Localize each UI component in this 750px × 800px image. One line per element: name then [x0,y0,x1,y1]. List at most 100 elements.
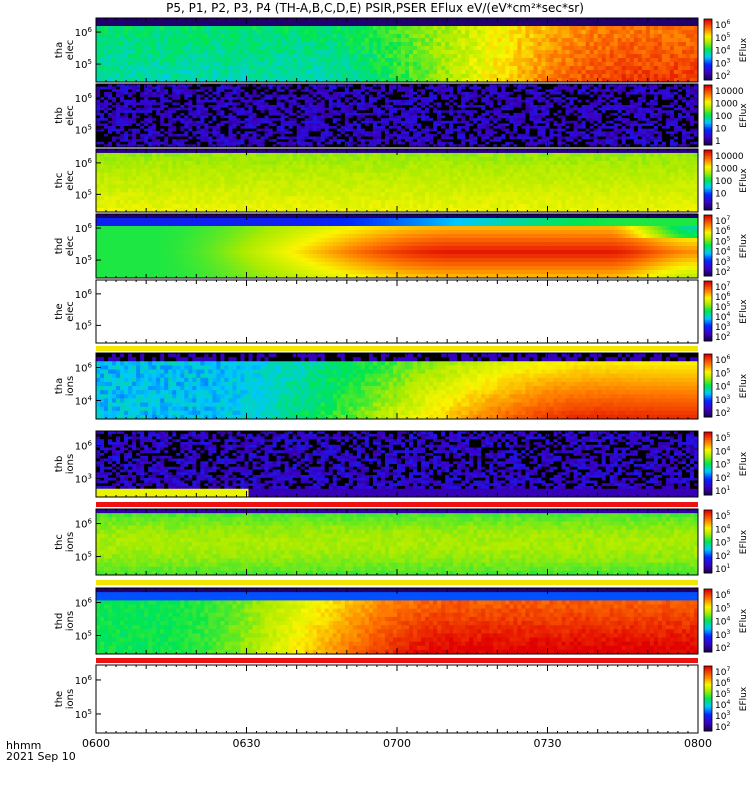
heatmap-cell [168,91,173,95]
heatmap-cell [132,26,137,31]
heatmap-cell [300,46,306,51]
heatmap-cell [100,120,105,124]
heatmap-cell [304,74,310,79]
heatmap-cell [429,126,434,130]
heatmap-cell [397,120,402,124]
heatmap-cell [340,54,346,59]
heatmap-cell [312,46,318,51]
heatmap-cell [284,131,290,135]
heatmap-cell [453,58,458,63]
heatmap-cell [465,118,470,122]
heatmap-cell [284,99,290,103]
heatmap-cell [625,30,631,35]
heatmap-cell [112,112,117,116]
heatmap-cell [312,38,318,43]
heatmap-cell [280,91,286,95]
heatmap-cell [296,131,302,135]
heatmap-cell [208,86,213,90]
heatmap-cell [340,136,346,140]
heatmap-cell [441,126,446,130]
heatmap-cell [653,22,659,27]
heatmap-cell [553,66,558,71]
heatmap-cell [308,133,314,137]
heatmap-cell [108,94,113,98]
heatmap-cell [449,115,454,119]
heatmap-cell [344,126,350,130]
heatmap-cell [521,58,526,63]
heatmap-cell [397,128,402,132]
heatmap-cell [549,34,554,39]
heatmap-cell [260,50,265,55]
heatmap-cell [320,18,326,23]
heatmap-cell [477,30,482,35]
heatmap-cell [589,26,595,31]
heatmap-cell [144,112,149,116]
heatmap-cell [180,97,185,101]
heatmap-cell [569,54,574,59]
heatmap-cell [296,128,302,132]
heatmap-cell [661,34,667,39]
heatmap-cell [176,133,181,137]
heatmap-cell [116,102,121,106]
heatmap-cell [665,22,671,27]
heatmap-cell [116,105,121,109]
heatmap-cell [100,133,105,137]
heatmap-cell [260,62,265,67]
heatmap-cell [252,34,257,39]
heatmap-cell [308,141,314,145]
heatmap-cell [144,126,149,130]
heatmap-cell [96,118,101,122]
heatmap-cell [268,70,273,75]
heatmap-cell [232,46,237,51]
heatmap-cell [124,58,129,63]
heatmap-cell [505,30,510,35]
heatmap-cell [352,97,358,101]
heatmap-cell [136,91,141,95]
heatmap-cell [108,131,113,135]
heatmap-cell [248,97,253,101]
heatmap-cell [128,144,133,148]
heatmap-cell [485,110,490,114]
heatmap-cell [669,54,675,59]
heatmap-cell [192,18,197,23]
heatmap-cell [364,105,370,109]
heatmap-cell [461,126,466,130]
heatmap-cell [124,26,129,31]
heatmap-cell [493,139,498,143]
heatmap-cell [433,110,438,114]
heatmap-cell [376,107,382,111]
heatmap-cell [192,34,197,39]
heatmap-cell [429,50,434,55]
heatmap-cell [461,74,466,79]
heatmap-cell [248,136,253,140]
heatmap-cell [437,62,442,67]
heatmap-cell [397,112,402,116]
heatmap-cell [200,105,205,109]
heatmap-cell [437,66,442,71]
heatmap-cell [180,70,185,75]
heatmap-cell [360,70,366,75]
heatmap-cell [429,74,434,79]
heatmap-cell [300,136,306,140]
heatmap-cell [617,70,623,75]
heatmap-cell [445,94,450,98]
heatmap-cell [176,107,181,111]
heatmap-cell [264,50,269,55]
heatmap-cell [176,66,181,71]
heatmap-cell [248,66,253,71]
heatmap-cell [388,62,394,67]
heatmap-cell [573,22,578,27]
heatmap-cell [593,18,599,23]
heatmap-cell [340,78,346,83]
heatmap-cell [633,66,639,71]
heatmap-cell [152,89,157,93]
heatmap-cell [453,42,458,47]
heatmap-cell [316,18,322,23]
heatmap-cell [421,136,426,140]
heatmap-cell [392,133,398,137]
heatmap-cell [280,123,286,127]
heatmap-cell [505,26,510,31]
heatmap-cell [188,58,193,63]
heatmap-cell [352,91,358,95]
heatmap-cell [417,118,422,122]
